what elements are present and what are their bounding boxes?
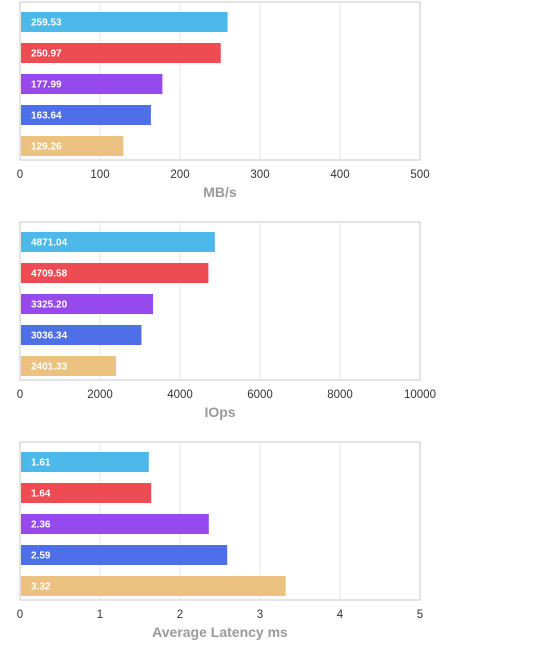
bar-value-label: 1.61 [31,458,51,469]
x-axis-title: Average Latency ms [152,624,288,640]
bar [21,105,151,125]
x-tick-label: 1 [97,609,103,621]
bar [21,325,142,345]
bar [21,483,152,503]
x-tick-label: 500 [410,169,429,181]
bar [21,294,154,314]
x-tick-label: 300 [250,169,269,181]
bar [21,232,215,252]
bar-value-label: 4871.04 [31,238,68,249]
x-tick-label: 4 [337,609,344,621]
bar-value-label: 177.99 [31,80,62,91]
x-tick-label: 5 [417,609,423,621]
bar-value-label: 2.59 [31,551,51,562]
x-tick-label: 0 [17,389,23,401]
x-tick-label: 0 [17,609,23,621]
bar-value-label: 2.36 [31,520,51,531]
bar [21,545,228,565]
x-tick-label: 200 [170,169,189,181]
x-tick-label: 8000 [327,389,353,401]
bar [21,263,209,283]
bar [21,12,228,32]
bar-value-label: 2401.33 [31,362,68,373]
x-tick-label: 6000 [247,389,273,401]
bar-value-label: 163.64 [31,111,62,122]
x-tick-label: 2 [177,609,183,621]
x-axis-title: MB/s [203,184,237,200]
bar-value-label: 1.64 [31,489,51,500]
x-tick-label: 2000 [87,389,113,401]
x-tick-label: 100 [90,169,109,181]
bar-value-label: 3036.34 [31,331,68,342]
x-tick-label: 4000 [167,389,193,401]
bar-value-label: 129.26 [31,142,62,153]
bar [21,136,124,156]
bar [21,356,117,376]
x-tick-label: 400 [330,169,349,181]
bar-value-label: 3.32 [31,582,51,593]
bar-value-label: 4709.58 [31,269,68,280]
bar [21,514,209,534]
x-axis-title: IOps [204,404,235,420]
bar [21,74,163,94]
bar-value-label: 259.53 [31,18,62,29]
x-tick-label: 0 [17,169,23,181]
chart-2: 0 2000 4000 6000 8000 10000 4871.04 4709.58 3325… [17,221,436,420]
bar [21,452,149,472]
bar [21,576,286,596]
chart-1: 0 100 200 300 400 500 259.53 250.97 177.99 163.64… [17,1,430,200]
x-tick-label: 10000 [404,389,436,401]
bar-value-label: 250.97 [31,49,62,60]
x-tick-label: 3 [257,609,263,621]
chart-3: 0 1 2 3 4 5 1.61 1.64 2.36 2.59 3.32 Average Latenc… [17,441,423,640]
bar [21,43,221,63]
bar-value-label: 3325.20 [31,300,68,311]
